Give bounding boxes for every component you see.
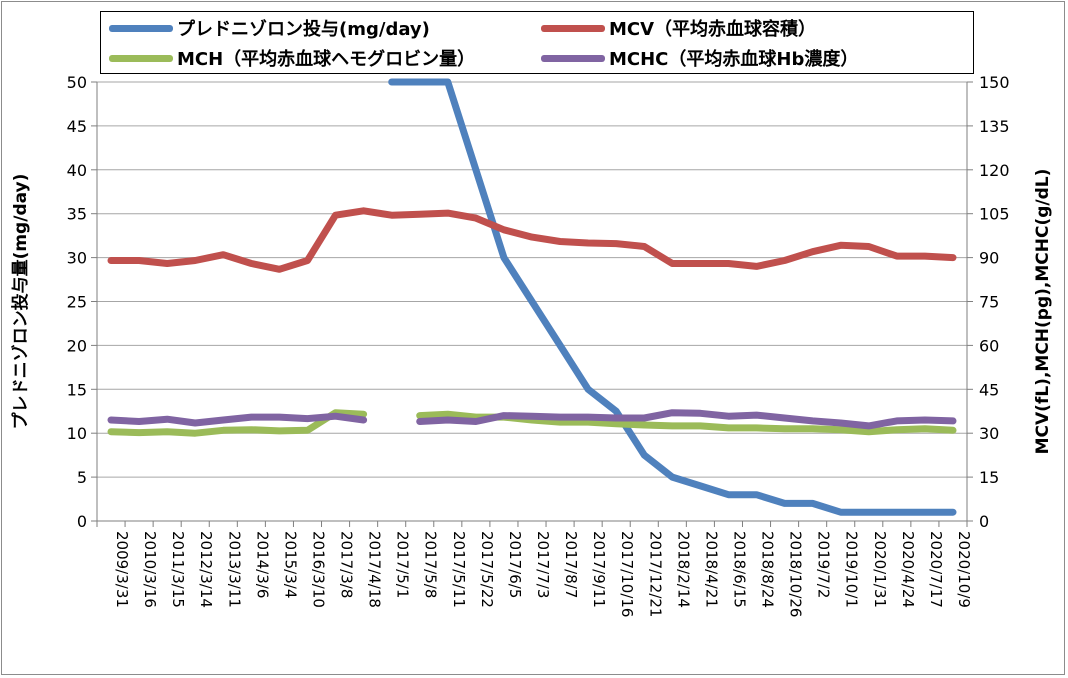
x-tick-label: 2017/5/1 — [394, 531, 412, 598]
right-tick-label: 60 — [979, 336, 999, 355]
legend-label: MCHC（平均赤血球Hb濃度） — [609, 49, 859, 70]
right-tick-label: 75 — [979, 293, 999, 312]
series-line — [416, 409, 957, 430]
x-tick-label: 2017/6/5 — [506, 531, 524, 598]
x-tick-label: 2012/3/14 — [197, 531, 215, 608]
legend: プレドニゾロン投与(mg/day) MCV（平均赤血球容積） MCH（平均赤血球… — [100, 11, 974, 74]
series-line — [388, 78, 957, 516]
x-axis-ticks: 2009/3/31 2010/3/16 2011/3/15 2012/3/14 2013… — [96, 521, 973, 617]
left-tick-label: 5 — [77, 468, 87, 487]
legend-item-mchc: MCHC（平均赤血球Hb濃度） — [541, 44, 858, 72]
x-tick-label: 2018/6/15 — [730, 531, 748, 608]
x-tick-label: 2018/8/24 — [759, 531, 777, 608]
x-tick-label: 2018/10/26 — [787, 531, 805, 617]
legend-item-mcv: MCV（平均赤血球容積） — [541, 14, 816, 42]
left-tick-label: 40 — [67, 161, 87, 180]
right-tick-label: 120 — [979, 161, 1010, 180]
legend-swatch — [109, 54, 173, 62]
right-axis-ticks: 0 15 30 45 60 75 90 105 120 135 150 — [967, 73, 1010, 531]
left-tick-label: 30 — [67, 249, 87, 268]
legend-label: MCH（平均赤血球ヘモグロビン量） — [177, 49, 476, 70]
x-tick-label: 2013/3/11 — [225, 531, 243, 608]
legend-item-mch: MCH（平均赤血球ヘモグロビン量） — [109, 44, 475, 72]
x-tick-label: 2011/3/15 — [169, 531, 187, 608]
left-tick-label: 35 — [67, 205, 87, 224]
x-tick-label: 2020/7/17 — [927, 531, 945, 608]
series-3 — [107, 409, 957, 430]
right-axis-label: MCV(fL),MCH(pg),MCHC(g/dL) — [1033, 169, 1053, 455]
legend-swatch — [541, 54, 605, 62]
series-line — [107, 412, 368, 427]
right-tick-label: 90 — [979, 249, 999, 268]
left-tick-label: 15 — [67, 380, 87, 399]
left-tick-label: 45 — [67, 117, 87, 136]
x-tick-label: 2017/8/7 — [562, 531, 580, 598]
right-tick-label: 135 — [979, 117, 1010, 136]
x-tick-label: 2020/4/24 — [899, 531, 917, 608]
left-axis-label: プレドニゾロン投与量(mg/day) — [10, 174, 31, 430]
x-tick-label: 2017/7/3 — [534, 531, 552, 598]
series-1 — [107, 207, 957, 273]
right-tick-label: 30 — [979, 424, 999, 443]
x-tick-label: 2017/12/21 — [646, 531, 664, 617]
legend-item-prednisolone: プレドニゾロン投与(mg/day) — [109, 14, 430, 42]
x-tick-label: 2019/10/1 — [843, 531, 861, 608]
x-tick-label: 2015/3/4 — [281, 531, 299, 598]
x-tick-label: 2014/3/6 — [253, 531, 271, 598]
left-tick-label: 50 — [67, 73, 87, 92]
right-tick-label: 15 — [979, 468, 999, 487]
x-tick-label: 2017/10/16 — [618, 531, 636, 617]
left-tick-label: 10 — [67, 424, 87, 443]
legend-label: MCV（平均赤血球容積） — [609, 19, 817, 40]
right-tick-label: 105 — [979, 205, 1010, 224]
x-tick-label: 2017/5/8 — [422, 531, 440, 598]
left-tick-label: 20 — [67, 336, 87, 355]
x-tick-label: 2018/2/14 — [674, 531, 692, 608]
legend-swatch — [109, 24, 173, 32]
left-tick-label: 0 — [77, 512, 87, 531]
x-tick-label: 2017/4/18 — [366, 531, 384, 608]
series-0 — [388, 78, 957, 516]
x-tick-label: 2016/3/10 — [309, 531, 327, 608]
left-tick-label: 25 — [67, 293, 87, 312]
legend-swatch — [541, 24, 605, 32]
x-tick-label: 2020/1/31 — [871, 531, 889, 608]
right-tick-label: 150 — [979, 73, 1010, 92]
x-tick-label: 2017/5/22 — [478, 531, 496, 608]
x-tick-label: 2020/10/9 — [955, 531, 973, 608]
right-tick-label: 0 — [979, 512, 989, 531]
x-tick-label: 2017/3/8 — [338, 531, 356, 598]
series-line — [107, 207, 957, 273]
x-tick-label: 2018/4/21 — [702, 531, 720, 608]
legend-label: プレドニゾロン投与(mg/day) — [177, 19, 430, 40]
x-tick-label: 2019/7/2 — [815, 531, 833, 598]
x-tick-label: 2009/3/31 — [113, 531, 131, 608]
series-line — [107, 409, 368, 437]
x-tick-label: 2010/3/16 — [141, 531, 159, 608]
left-axis-ticks: 0 5 10 15 20 25 30 35 40 45 50 — [67, 73, 97, 531]
x-tick-label: 2017/9/11 — [590, 531, 608, 608]
series-lines — [107, 78, 957, 516]
right-tick-label: 45 — [979, 380, 999, 399]
x-tick-label: 2017/5/11 — [450, 531, 468, 608]
